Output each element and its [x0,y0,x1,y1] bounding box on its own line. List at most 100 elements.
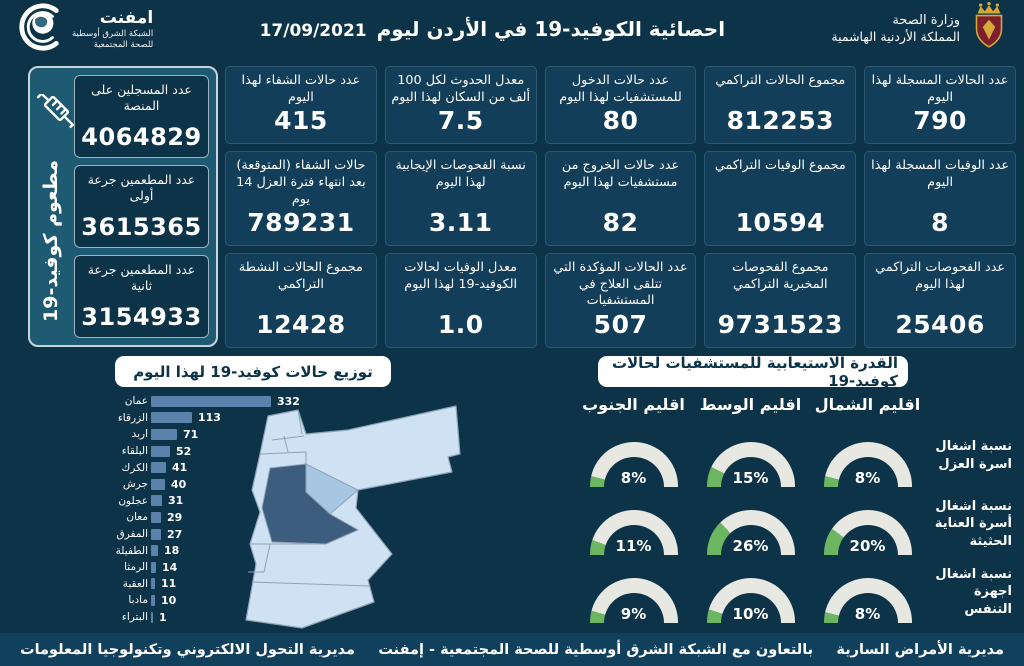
stat-label: نسبة الفحوصات الإيجابية لهذا اليوم [395,158,526,190]
bar-label: عمان [124,395,148,408]
bar-row: البلقاء 52 [96,443,396,460]
gauge-value: 26% [732,537,769,555]
gauge-value: 11% [615,537,652,555]
stat-label: مجموع الحالات التراكمي [715,73,846,88]
bar [151,578,155,590]
gauge-section-title: القدرة الاستيعابية للمستشفيات لحالات كوف… [598,354,908,390]
bar-row: اربد 71 [96,426,396,443]
vaccine-stat-card: عدد المسجلين على المنصة 4064829 [74,75,209,158]
stat-value: 7.5 [437,106,484,136]
bar-label: مادبا [128,594,148,607]
ministry-text: وزارة الصحة المملكة الأردنية الهاشمية [831,13,960,45]
bar-label: الطفيلة [115,544,148,557]
gauge-value: 20% [849,537,886,555]
gauge-row-label: نسبة اشغال اسرة العزل [935,439,1012,472]
stat-label: عدد حالات الشفاء لهذا اليوم [241,73,361,105]
bar-value: 113 [198,411,221,425]
bar-row: البتراء 1 [96,609,396,626]
bar-label: عجلون [118,494,148,507]
emphnet-globe-icon [14,2,64,56]
stat-label: عدد الحالات المؤكدة التي تتلقى العلاج في… [553,260,688,309]
stat-label: معدل الوفيات لحالات الكوفيد-19 لهذا اليو… [404,260,518,292]
report-date: 17/09/2021 [259,21,367,41]
stat-card: مجموع الوفيات التراكمي 10594 [704,151,857,247]
stat-card: مجموع الحالات النشطة التراكمي 12428 [225,253,377,348]
vaccine-stat-card: عدد المطعمين جرعة ثانية 3154933 [74,255,209,338]
bar-row: عجلون 31 [96,493,396,510]
stat-value: 80 [602,106,639,136]
stat-value: 12428 [256,310,346,339]
gauge-value: 8% [620,469,647,487]
gauge: 8% [589,442,678,487]
stat-value: 789231 [247,208,355,238]
bar-label: المفرق [116,528,148,541]
gauge: 11% [589,510,678,555]
jordan-crest-icon [968,2,1010,56]
ministry-kingdom: المملكة الأردنية الهاشمية [831,29,960,45]
stat-card: عدد الحالات المؤكدة التي تتلقى العلاج في… [544,253,697,348]
ministry-name: وزارة الصحة [892,13,960,29]
stat-value: 812253 [726,106,834,136]
bar-label: الزرقاء [117,411,148,424]
stat-value: 3.11 [428,208,493,238]
gauge-value: 8% [854,605,881,623]
header: امفنت الشبكة الشرق أوسطية للصحة المجتمعي… [0,0,1024,58]
bar-label: الكرك [121,461,148,474]
gauge-value: 8% [854,469,881,487]
gauge-cell: 9% [575,563,692,631]
bar-value: 29 [167,510,183,524]
bar [151,445,170,457]
stat-card: معدل الوفيات لحالات الكوفيد-19 لهذا اليو… [384,253,537,348]
gauge-cell: 8% [575,427,692,495]
hospital-capacity-gauges: اقليم الجنوب اقليم الوسط اقليم الشمال 8%… [575,391,1018,631]
footer-right: مديرية الأمراض السارية [836,641,1004,658]
stat-card: معدل الحدوث لكل 100 ألف من السكان لهذا ا… [384,66,537,145]
bar-label: اربد [131,428,148,441]
stat-label: عدد الوفيات المسجلة لهذا اليوم [871,158,1010,190]
bar-label: جرش [122,478,148,491]
stat-value: 1.0 [437,310,484,339]
stat-label: عدد حالات الخروج من مستشفيات لهذا اليوم [561,158,680,190]
bar-value: 40 [171,477,187,491]
bar-value: 332 [277,394,300,408]
bar-row: الطفيلة 18 [96,542,396,559]
gauge-cell: 8% [809,563,926,631]
stat-value: 25406 [895,310,985,339]
bar [151,462,166,474]
bar-value: 14 [162,560,178,574]
bar-value: 71 [183,427,199,441]
gauge-cell: 8% [809,427,926,495]
bar-row: الرمثا 14 [96,559,396,576]
gauge: 9% [589,578,678,623]
bar-label: البتراء [121,611,148,624]
vaccine-cards: عدد المسجلين على المنصة 4064829 عدد المطع… [74,75,209,338]
footer-center: بالتعاون مع الشبكة الشرق أوسطية للصحة ال… [378,641,814,658]
stat-card: نسبة الفحوصات الإيجابية لهذا اليوم 3.11 [384,151,537,247]
bar-chart-title: توزيع حالات كوفيد-19 لهذا اليوم [115,356,391,387]
gauge-cell: 10% [692,563,809,631]
stat-label: عدد الحالات المسجلة لهذا اليوم [871,73,1009,105]
stat-card: عدد الوفيات المسجلة لهذا اليوم 8 [864,151,1016,247]
bar [151,395,271,407]
stat-value: 790 [913,106,967,136]
stat-card: حالات الشفاء (المتوقعة) بعد انتهاء فترة … [225,151,377,247]
stat-label: حالات الشفاء (المتوقعة) بعد انتهاء فترة … [236,158,366,207]
bar-value: 31 [168,494,184,508]
stat-label: عدد حالات الدخول للمستشفيات لهذا اليوم [559,73,682,105]
stat-value: 415 [274,106,328,136]
gauge-cell: 26% [692,495,809,563]
bar [151,545,158,557]
bar [151,511,161,523]
bar-label: البلقاء [121,445,148,458]
bar [151,428,177,440]
bar [151,495,162,507]
gauge-cell: 20% [809,495,926,563]
gauge-row-label: نسبة اشغال اجهزة التنفس [935,566,1012,617]
region-header-north: اقليم الشمال [814,395,921,414]
ministry-logo: وزارة الصحة المملكة الأردنية الهاشمية [831,2,1010,56]
stat-label: عدد المطعمين جرعة ثانية [87,262,196,294]
stat-card: مجموع الفحوصات المخبرية التراكمي 9731523 [704,253,857,348]
bar-row: معان 29 [96,509,396,526]
title-text: احصائية الكوفيد-19 في الأردن ليوم [376,17,726,41]
stat-label: مجموع الحالات النشطة التراكمي [238,260,363,292]
